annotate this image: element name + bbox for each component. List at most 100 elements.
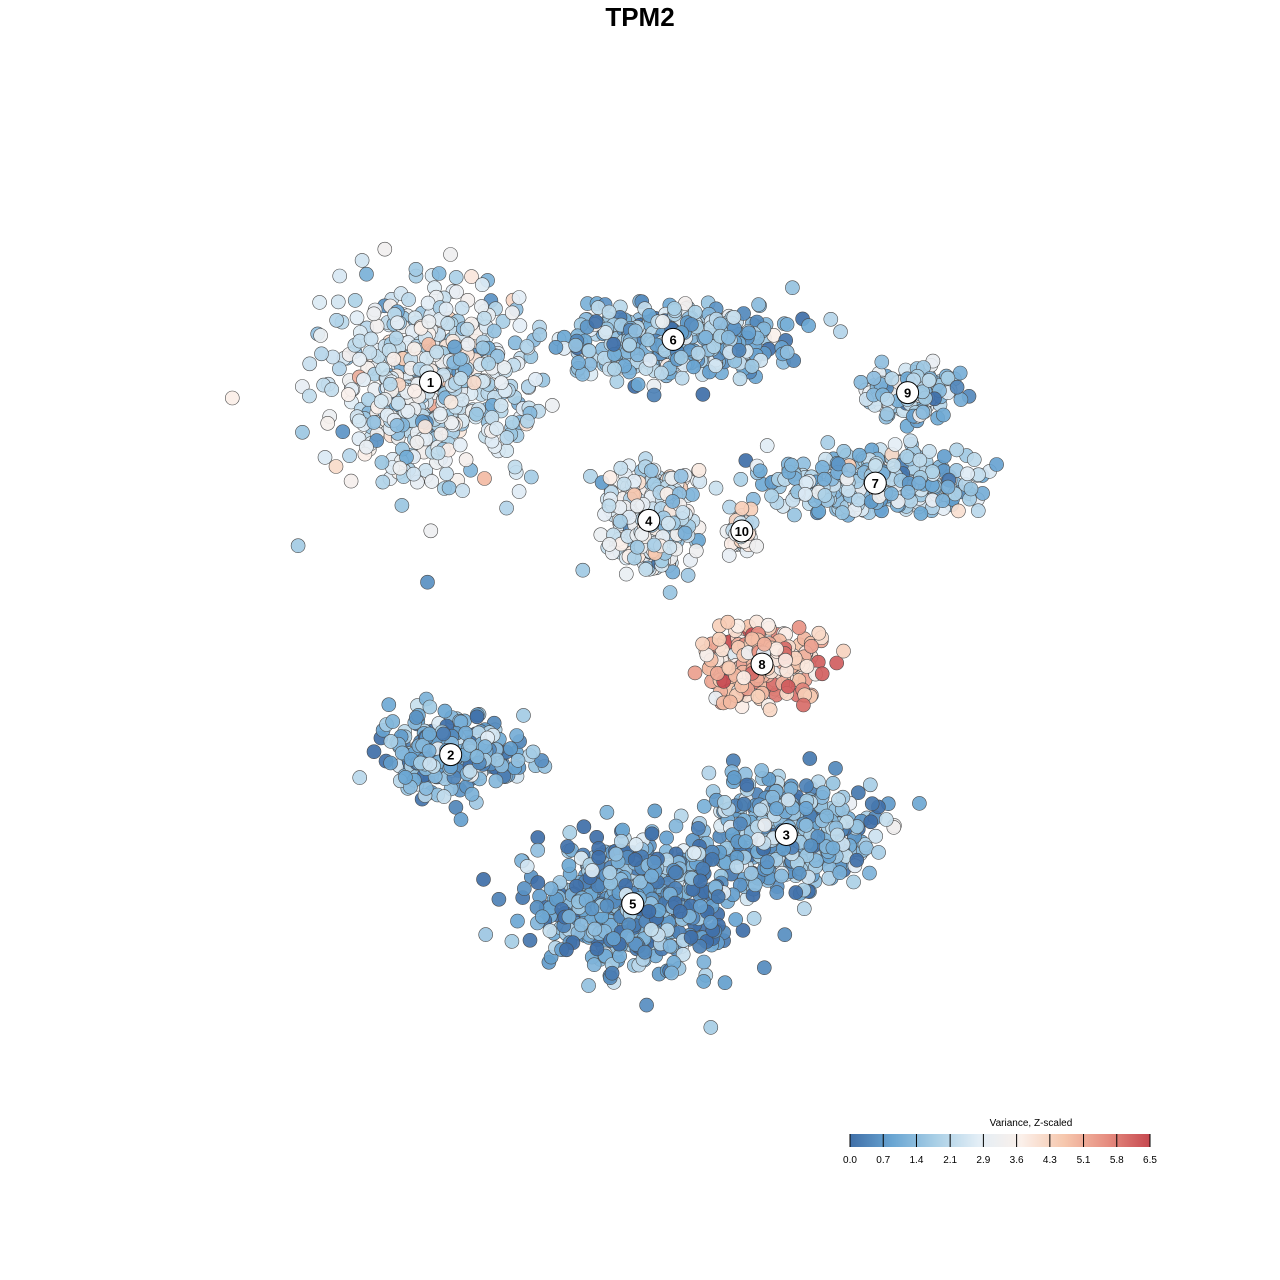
data-point — [949, 379, 965, 395]
data-point — [743, 865, 759, 881]
colorbar — [850, 1134, 1150, 1147]
data-point — [440, 316, 456, 331]
data-point — [421, 314, 437, 330]
data-point — [662, 938, 678, 954]
data-point — [798, 801, 814, 816]
data-point — [409, 435, 425, 450]
data-point — [796, 901, 812, 917]
data-point — [374, 455, 390, 470]
data-point — [779, 317, 795, 332]
data-point — [816, 471, 832, 487]
data-point — [687, 665, 703, 681]
data-point — [437, 703, 453, 719]
data-point — [668, 818, 684, 834]
data-point — [390, 315, 405, 331]
cluster-label: 3 — [774, 823, 798, 846]
data-point — [717, 794, 732, 810]
data-point — [496, 360, 512, 376]
data-point — [608, 846, 624, 862]
cluster-label-badge — [637, 508, 661, 532]
cluster-label-badge — [621, 892, 645, 916]
data-point — [329, 312, 344, 328]
data-point — [454, 300, 470, 316]
cluster-label-text: 2 — [447, 748, 454, 763]
data-point — [874, 354, 890, 370]
data-point — [320, 415, 336, 431]
data-point — [825, 840, 841, 856]
data-point — [643, 463, 659, 479]
data-point — [392, 460, 408, 476]
data-point — [836, 443, 852, 459]
data-point — [390, 395, 406, 411]
data-point — [879, 391, 895, 407]
data-point — [347, 293, 363, 308]
data-point — [644, 826, 660, 842]
data-point — [313, 328, 328, 343]
data-point — [646, 387, 662, 403]
data-point — [721, 548, 737, 563]
data-point — [458, 452, 474, 468]
data-point — [330, 294, 346, 310]
data-point — [710, 889, 726, 905]
data-point — [754, 763, 769, 778]
data-point — [886, 458, 902, 473]
data-point — [675, 505, 691, 520]
data-point — [510, 913, 525, 929]
data-point — [475, 340, 491, 356]
data-point — [421, 743, 437, 759]
data-point — [698, 330, 714, 345]
colorbar-tick-label: 3.6 — [1010, 1155, 1024, 1166]
data-point — [504, 934, 520, 949]
data-point — [696, 974, 712, 989]
data-point — [769, 885, 785, 900]
data-point — [519, 859, 535, 874]
cluster-label-badge — [774, 823, 798, 846]
data-point — [295, 424, 310, 440]
data-point — [953, 392, 969, 407]
data-point — [791, 620, 807, 635]
data-point — [359, 439, 374, 455]
data-point — [738, 834, 753, 850]
cluster-label-text: 5 — [629, 897, 636, 912]
data-point — [573, 917, 589, 933]
data-point — [722, 499, 737, 515]
cluster-label: 4 — [637, 508, 661, 532]
data-point — [828, 761, 843, 776]
data-point — [780, 679, 796, 694]
data-point — [418, 780, 434, 796]
data-point — [447, 339, 462, 355]
data-point — [388, 330, 404, 346]
data-point — [512, 318, 528, 333]
data-point — [436, 726, 451, 742]
data-point — [468, 406, 484, 422]
data-point — [559, 942, 574, 958]
data-point — [692, 938, 708, 954]
data-point — [516, 881, 532, 896]
cluster-label: 7 — [863, 471, 887, 495]
data-point — [819, 808, 835, 824]
data-point — [791, 865, 807, 881]
data-point — [668, 865, 683, 880]
data-point — [417, 419, 433, 435]
data-point — [351, 413, 367, 429]
data-point — [478, 927, 494, 942]
data-point — [655, 314, 670, 329]
data-point — [511, 290, 527, 305]
data-point — [383, 755, 398, 771]
data-point — [690, 821, 706, 836]
data-point — [734, 501, 750, 516]
data-point — [627, 323, 643, 339]
data-point — [720, 614, 736, 630]
data-point — [532, 327, 548, 343]
data-point — [801, 318, 816, 333]
data-point — [349, 310, 365, 326]
data-point — [673, 468, 689, 484]
data-point — [584, 863, 600, 878]
data-point — [726, 770, 742, 786]
data-point — [912, 452, 928, 468]
data-point — [375, 361, 391, 377]
data-point — [799, 778, 814, 794]
data-point — [489, 752, 505, 768]
data-point — [433, 426, 449, 442]
data-point — [477, 471, 492, 486]
